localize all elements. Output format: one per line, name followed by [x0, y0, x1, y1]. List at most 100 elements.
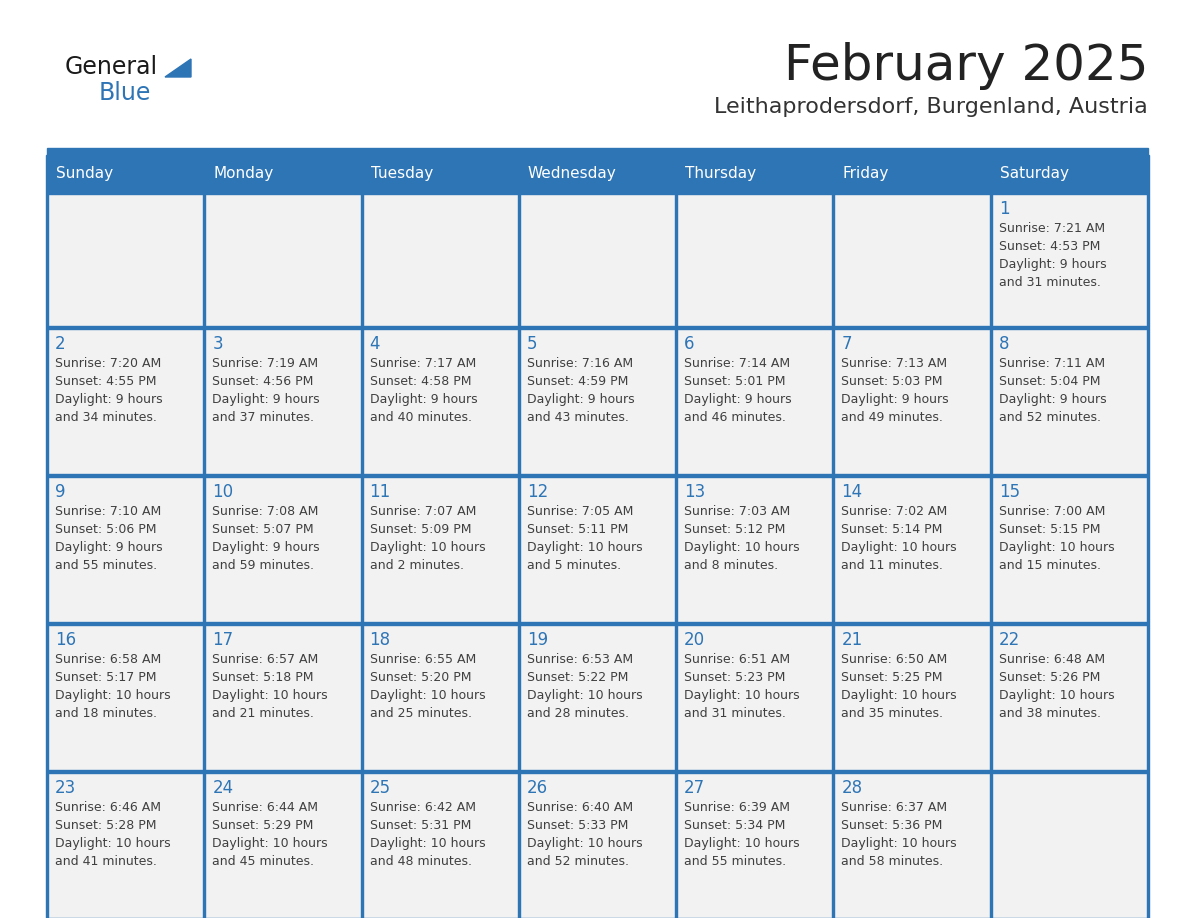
Text: Daylight: 10 hours: Daylight: 10 hours	[526, 837, 643, 850]
Text: Sunset: 5:22 PM: Sunset: 5:22 PM	[526, 671, 628, 684]
Text: Friday: Friday	[842, 166, 889, 181]
Text: Sunset: 5:31 PM: Sunset: 5:31 PM	[369, 819, 470, 832]
Text: Daylight: 10 hours: Daylight: 10 hours	[213, 837, 328, 850]
Text: Daylight: 10 hours: Daylight: 10 hours	[999, 541, 1114, 554]
Text: Sunset: 5:33 PM: Sunset: 5:33 PM	[526, 819, 628, 832]
Text: Sunset: 5:15 PM: Sunset: 5:15 PM	[999, 523, 1100, 536]
Text: Sunrise: 7:03 AM: Sunrise: 7:03 AM	[684, 505, 790, 518]
Bar	[48, 191, 1148, 194]
Bar	[519, 623, 676, 771]
Text: 27: 27	[684, 779, 706, 797]
Text: and 45 minutes.: and 45 minutes.	[213, 855, 315, 868]
Text: and 34 minutes.: and 34 minutes.	[55, 411, 157, 424]
Text: Sunrise: 7:13 AM: Sunrise: 7:13 AM	[841, 357, 948, 370]
Text: Sunset: 5:29 PM: Sunset: 5:29 PM	[213, 819, 314, 832]
Text: 23: 23	[55, 779, 76, 797]
Text: Sunset: 5:17 PM: Sunset: 5:17 PM	[55, 671, 157, 684]
Text: and 8 minutes.: and 8 minutes.	[684, 559, 778, 572]
Text: Sunrise: 7:17 AM: Sunrise: 7:17 AM	[369, 357, 476, 370]
Text: Sunset: 4:55 PM: Sunset: 4:55 PM	[55, 375, 157, 388]
Text: Daylight: 10 hours: Daylight: 10 hours	[684, 837, 800, 850]
Text: 17: 17	[213, 631, 233, 649]
Text: Daylight: 10 hours: Daylight: 10 hours	[526, 689, 643, 702]
Bar	[204, 771, 361, 918]
Text: Daylight: 10 hours: Daylight: 10 hours	[841, 541, 958, 554]
Text: Daylight: 9 hours: Daylight: 9 hours	[999, 258, 1106, 271]
Text: Sunset: 5:18 PM: Sunset: 5:18 PM	[213, 671, 314, 684]
Text: and 55 minutes.: and 55 minutes.	[684, 855, 786, 868]
Bar	[834, 475, 991, 623]
Bar	[676, 771, 834, 918]
Text: and 52 minutes.: and 52 minutes.	[526, 855, 628, 868]
Text: Sunset: 5:28 PM: Sunset: 5:28 PM	[55, 819, 157, 832]
Text: 11: 11	[369, 483, 391, 501]
Text: Sunrise: 7:10 AM: Sunrise: 7:10 AM	[55, 505, 162, 518]
Text: Sunrise: 6:40 AM: Sunrise: 6:40 AM	[526, 801, 633, 814]
Text: Daylight: 10 hours: Daylight: 10 hours	[369, 837, 485, 850]
Bar	[676, 327, 834, 475]
Bar	[991, 192, 1148, 327]
Bar	[361, 192, 519, 327]
Bar	[48, 474, 1148, 477]
Text: and 52 minutes.: and 52 minutes.	[999, 411, 1101, 424]
Bar	[204, 155, 361, 192]
Bar	[1146, 155, 1149, 918]
Text: Sunrise: 7:21 AM: Sunrise: 7:21 AM	[999, 222, 1105, 235]
Text: Daylight: 10 hours: Daylight: 10 hours	[369, 541, 485, 554]
Bar	[48, 622, 1148, 625]
Bar	[519, 771, 676, 918]
Text: Sunset: 5:01 PM: Sunset: 5:01 PM	[684, 375, 785, 388]
Text: Sunset: 5:06 PM: Sunset: 5:06 PM	[55, 523, 157, 536]
Bar	[48, 771, 204, 918]
Bar	[676, 475, 834, 623]
Text: and 38 minutes.: and 38 minutes.	[999, 707, 1101, 720]
Text: and 15 minutes.: and 15 minutes.	[999, 559, 1101, 572]
Text: 6: 6	[684, 335, 695, 353]
Text: Daylight: 9 hours: Daylight: 9 hours	[526, 393, 634, 406]
Text: 19: 19	[526, 631, 548, 649]
Text: Sunrise: 7:16 AM: Sunrise: 7:16 AM	[526, 357, 633, 370]
Bar	[834, 771, 991, 918]
Text: Sunset: 5:14 PM: Sunset: 5:14 PM	[841, 523, 943, 536]
Text: and 41 minutes.: and 41 minutes.	[55, 855, 157, 868]
Bar	[48, 327, 204, 475]
Text: Sunrise: 7:05 AM: Sunrise: 7:05 AM	[526, 505, 633, 518]
Text: and 59 minutes.: and 59 minutes.	[213, 559, 315, 572]
Text: 26: 26	[526, 779, 548, 797]
Text: Daylight: 10 hours: Daylight: 10 hours	[841, 837, 958, 850]
Bar	[361, 155, 362, 918]
Bar	[991, 155, 1148, 192]
Bar	[990, 155, 992, 918]
Text: Sunset: 5:26 PM: Sunset: 5:26 PM	[999, 671, 1100, 684]
Text: 1: 1	[999, 200, 1010, 218]
Text: 10: 10	[213, 483, 233, 501]
Text: Sunset: 4:58 PM: Sunset: 4:58 PM	[369, 375, 472, 388]
Bar	[833, 155, 834, 918]
Text: 7: 7	[841, 335, 852, 353]
Bar	[204, 327, 361, 475]
Text: Sunset: 5:11 PM: Sunset: 5:11 PM	[526, 523, 628, 536]
Text: Sunrise: 6:55 AM: Sunrise: 6:55 AM	[369, 653, 476, 666]
Text: Sunrise: 7:14 AM: Sunrise: 7:14 AM	[684, 357, 790, 370]
Text: Thursday: Thursday	[685, 166, 757, 181]
Text: and 49 minutes.: and 49 minutes.	[841, 411, 943, 424]
Text: Leithaprodersdorf, Burgenland, Austria: Leithaprodersdorf, Burgenland, Austria	[714, 97, 1148, 117]
Bar	[361, 623, 519, 771]
Bar	[361, 475, 519, 623]
Polygon shape	[165, 59, 191, 77]
Bar	[991, 327, 1148, 475]
Text: 3: 3	[213, 335, 223, 353]
Text: Sunrise: 7:20 AM: Sunrise: 7:20 AM	[55, 357, 162, 370]
Text: Daylight: 10 hours: Daylight: 10 hours	[369, 689, 485, 702]
Bar	[991, 771, 1148, 918]
Text: Daylight: 9 hours: Daylight: 9 hours	[213, 393, 320, 406]
Bar	[834, 192, 991, 327]
Text: Sunset: 5:12 PM: Sunset: 5:12 PM	[684, 523, 785, 536]
Bar	[48, 155, 204, 192]
Bar	[48, 326, 1148, 329]
Text: Daylight: 9 hours: Daylight: 9 hours	[684, 393, 791, 406]
Text: Daylight: 9 hours: Daylight: 9 hours	[55, 393, 163, 406]
Text: Daylight: 10 hours: Daylight: 10 hours	[55, 689, 171, 702]
Bar	[834, 155, 991, 192]
Text: 28: 28	[841, 779, 862, 797]
